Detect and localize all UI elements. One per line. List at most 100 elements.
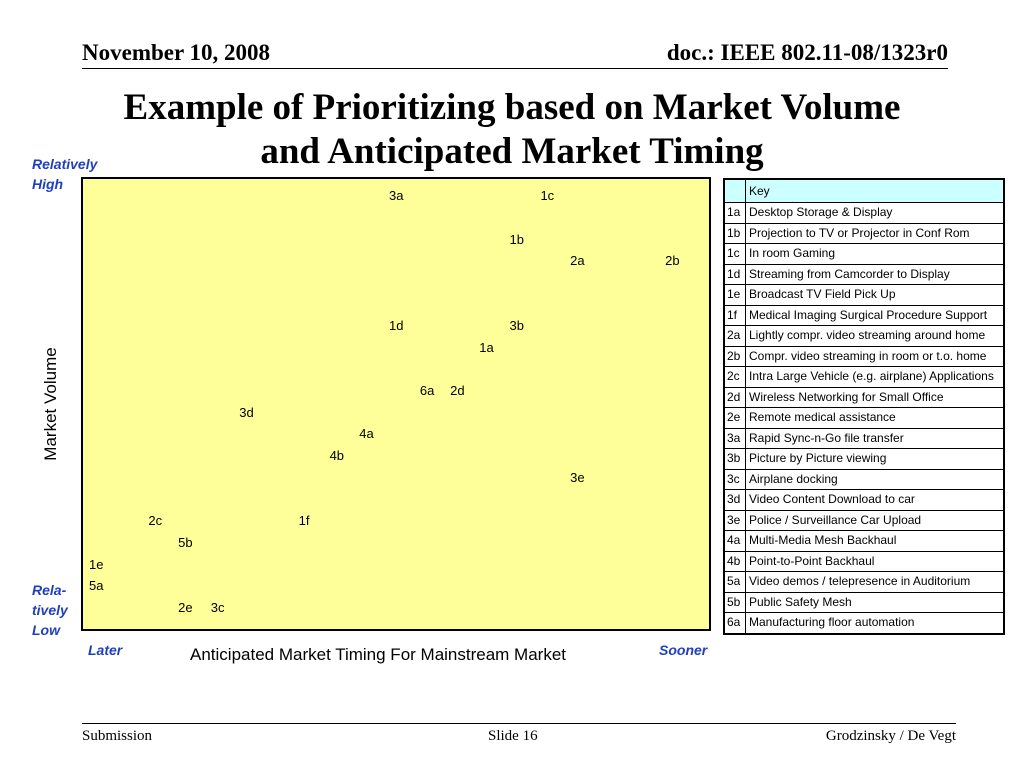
slide-title-line-2: and Anticipated Market Timing [260,131,764,172]
key-description: Intra Large Vehicle (e.g. airplane) Appl… [745,366,1005,388]
y-low-line-1: Rela- [32,582,67,598]
key-description: Wireless Networking for Small Office [745,386,1005,408]
key-code: 5b [723,591,746,613]
key-description: Airplane docking [745,468,1005,490]
key-code: 2a [723,325,746,347]
key-row: 4a Multi-Media Mesh Backhaul [723,530,1005,552]
scatter-point-label: 2a [570,253,585,269]
scatter-point-label: 1f [298,513,310,529]
key-row: 1c In room Gaming [723,243,1005,265]
key-row: 3d Video Content Download to car [723,489,1005,511]
key-row: 2d Wireless Networking for Small Office [723,386,1005,408]
scatter-point-label: 5b [178,534,193,550]
key-code: 1b [723,222,746,244]
key-description: Video Content Download to car [745,489,1005,511]
y-axis-title: Market Volume [41,347,60,461]
scatter-point-label: 3c [210,599,225,615]
key-row: 1b Projection to TV or Projector in Conf … [723,222,1005,244]
key-code: 1c [723,243,746,265]
key-description: Projection to TV or Projector in Conf Ro… [745,222,1005,244]
key-title: Key [745,178,1005,203]
scatter-point-label: 2b [665,253,680,269]
scatter-point-label: 2c [148,513,163,529]
scatter-point-label: 1c [540,188,555,204]
scatter-point-label: 5a [89,578,104,594]
scatter-point-label: 1d [388,318,404,334]
key-row: 3b Picture by Picture viewing [723,448,1005,470]
key-code: 3a [723,427,746,449]
key-description: Broadcast TV Field Pick Up [745,284,1005,306]
key-code: 1d [723,263,746,285]
key-row: 2e Remote medical assistance [723,407,1005,429]
key-row: 1e Broadcast TV Field Pick Up [723,284,1005,306]
scatter-point-label: 2e [178,599,193,615]
key-description: Compr. video streaming in room or t.o. h… [745,345,1005,367]
footer-authors: Grodzinsky / De Vegt [825,728,956,744]
key-row: 3c Airplane docking [723,468,1005,490]
header-rule [82,68,948,69]
key-description: Streaming from Camcorder to Display [745,263,1005,285]
key-code: 4b [723,550,746,572]
scatter-point-label: 1b [509,231,525,247]
key-description: Desktop Storage & Display [745,202,1005,224]
key-header-blank [723,178,746,203]
key-code: 3d [723,489,746,511]
scatter-point-label: 3a [388,188,404,204]
key-description: Public Safety Mesh [745,591,1005,613]
key-row: 4b Point-to-Point Backhaul [723,550,1005,572]
key-row: 2b Compr. video streaming in room or t.o.… [723,345,1005,367]
key-code: 1a [723,202,746,224]
scatter-point-label: 4a [359,426,374,442]
key-row: 6a Manufacturing floor automation [723,612,1005,634]
key-description: Medical Imaging Surgical Procedure Suppo… [745,304,1005,326]
x-axis-sooner-label: Sooner [659,642,708,658]
header-date: November 10, 2008 [82,40,271,65]
key-code: 1f [723,304,746,326]
key-code: 3e [723,509,746,531]
scatter-point-label: 4b [329,448,345,464]
key-row: 2a Lightly compr. video streaming around … [723,325,1005,347]
footer-submission: Submission [82,728,153,744]
key-row: 1a Desktop Storage & Display [723,202,1005,224]
scatter-point-label: 2d [450,383,465,399]
key-code: 3c [723,468,746,490]
key-code: 4a [723,530,746,552]
key-code: 3b [723,448,746,470]
y-high-line-2: High [32,176,64,192]
scatter-point-label: 1a [479,339,494,355]
key-row: 3a Rapid Sync-n-Go file transfer [723,427,1005,449]
y-axis-low-label: Rela- tively Low [32,580,68,640]
scatter-point-label: 3e [570,470,585,486]
key-table-body: 1a Desktop Storage & Display 1b Projection … [723,202,1005,634]
key-description: Manufacturing floor automation [745,612,1005,634]
key-table: Key 1a Desktop Storage & Display 1b Project… [723,178,1005,635]
key-description: Remote medical assistance [745,407,1005,429]
key-code: 2c [723,366,746,388]
key-row: 2c Intra Large Vehicle (e.g. airplane) Ap… [723,366,1005,388]
x-axis-title: Anticipated Market Timing For Mainstream… [190,645,567,664]
key-row: 1f Medical Imaging Surgical Procedure Sup… [723,304,1005,326]
key-description: Rapid Sync-n-Go file transfer [745,427,1005,449]
key-row: 5b Public Safety Mesh [723,591,1005,613]
key-description: Video demos / telepresence in Auditorium [745,571,1005,593]
key-row: 5a Video demos / telepresence in Auditori… [723,571,1005,593]
key-row: 3e Police / Surveillance Car Upload [723,509,1005,531]
scatter-point-label: 1e [89,556,104,572]
footer-slide-number: Slide 16 [488,728,538,744]
key-description: In room Gaming [745,243,1005,265]
key-code: 2d [723,386,746,408]
key-code: 5a [723,571,746,593]
scatter-point-label: 3b [509,318,525,334]
header-doc-id: doc.: IEEE 802.11-08/1323r0 [666,40,948,65]
key-description: Point-to-Point Backhaul [745,550,1005,572]
key-row: 1d Streaming from Camcorder to Display [723,263,1005,285]
key-description: Police / Surveillance Car Upload [745,509,1005,531]
key-code: 6a [723,612,746,634]
key-code: 2b [723,345,746,367]
slide-title-line-1: Example of Prioritizing based on Market … [123,87,901,128]
key-code: 2e [723,407,746,429]
scatter-plot-area: 3a 1c 1b 2a 2b 1d 3b 1a 6a 2d 3d 4a 4b 3e 2c 1f 5b 1e 5a 2e… [81,177,711,631]
key-code: 1e [723,284,746,306]
y-low-line-2: tively [32,602,68,618]
scatter-point-label: 6a [419,383,435,399]
